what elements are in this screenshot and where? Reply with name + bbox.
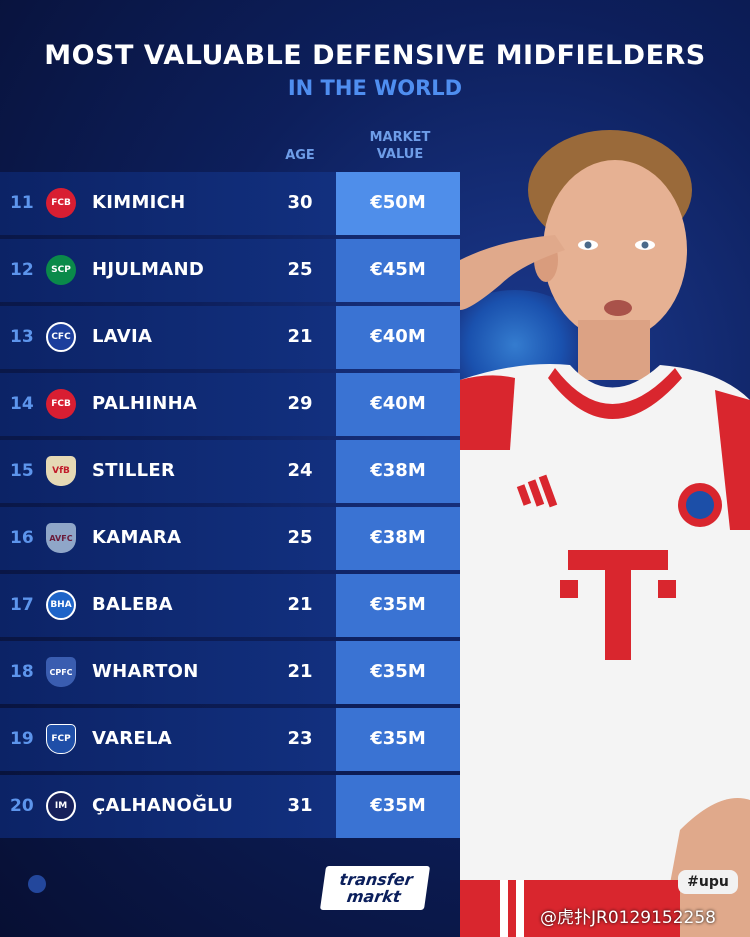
player-name: WHARTON xyxy=(92,661,199,682)
watermark-text: @虎扑JR0129152258 xyxy=(540,908,716,928)
table-row: 17 BHA BALEBA 21 €35M xyxy=(0,574,462,637)
club-badge-icon: CPFC xyxy=(46,657,76,687)
market-value: €40M xyxy=(370,326,426,347)
table-row: 18 CPFC WHARTON 21 €35M xyxy=(0,641,462,704)
player-age: 21 xyxy=(287,594,313,615)
player-name: STILLER xyxy=(92,460,176,481)
page-title: MOST VALUABLE DEFENSIVE MIDFIELDERS xyxy=(44,40,706,71)
table-row: 16 AVFC KAMARA 25 €38M xyxy=(0,507,462,570)
market-value: €38M xyxy=(370,527,426,548)
market-value: €50M xyxy=(370,192,426,213)
club-badge-icon: AVFC xyxy=(46,523,76,553)
player-name: VARELA xyxy=(92,728,172,749)
rank: 15 xyxy=(10,461,34,481)
club-badge-icon: FCB xyxy=(46,389,76,419)
player-name: HJULMAND xyxy=(92,259,205,280)
column-header-market-value-line1: MARKET xyxy=(369,130,431,145)
rank: 17 xyxy=(10,595,34,615)
value-cell-background xyxy=(336,641,460,704)
player-age: 23 xyxy=(287,728,313,749)
player-age: 25 xyxy=(287,259,313,280)
column-header-age: AGE xyxy=(285,148,315,163)
club-badge-icon: CFC xyxy=(46,322,76,352)
page-subtitle: IN THE WORLD xyxy=(287,76,463,100)
rank: 18 xyxy=(10,662,34,682)
player-name: KIMMICH xyxy=(92,192,186,213)
club-badge-icon: FCP xyxy=(46,724,76,754)
value-cell-background xyxy=(336,172,460,235)
market-value: €35M xyxy=(370,728,426,749)
player-name: KAMARA xyxy=(92,527,182,548)
logo-line1: transfer xyxy=(338,870,414,889)
player-age: 21 xyxy=(287,326,313,347)
value-cell-background xyxy=(336,507,460,570)
club-badge-icon: SCP xyxy=(46,255,76,285)
player-age: 25 xyxy=(287,527,313,548)
player-name: BALEBA xyxy=(92,594,173,615)
club-badge-icon: FCB xyxy=(46,188,76,218)
table-row: 14 FCB PALHINHA 29 €40M xyxy=(0,373,462,436)
club-badge-icon: BHA xyxy=(46,590,76,620)
value-cell-background xyxy=(336,775,460,838)
value-cell-background xyxy=(336,239,460,302)
transfermarkt-logo: transfer markt xyxy=(319,866,431,910)
table-row: 19 FCP VARELA 23 €35M xyxy=(0,708,462,771)
column-header-market-value-line2: VALUE xyxy=(376,147,424,162)
club-badge-icon: IM xyxy=(46,791,76,821)
market-value: €35M xyxy=(370,661,426,682)
rank: 11 xyxy=(10,193,34,213)
player-age: 30 xyxy=(287,192,313,213)
player-photo xyxy=(460,130,750,937)
rank: 12 xyxy=(10,260,34,280)
player-age: 24 xyxy=(287,460,313,481)
market-value: €35M xyxy=(370,594,426,615)
rank: 14 xyxy=(10,394,34,414)
rank: 16 xyxy=(10,528,34,548)
logo-line2: markt xyxy=(345,887,402,906)
market-value: €40M xyxy=(370,393,426,414)
value-cell-background xyxy=(336,373,460,436)
player-age: 31 xyxy=(287,795,313,816)
column-header-market-value: MARKET VALUE xyxy=(355,129,445,163)
club-badge-icon: VfB xyxy=(46,456,76,486)
table-row: 20 IM ÇALHANOĞLU 31 €35M xyxy=(0,775,462,838)
player-name: PALHINHA xyxy=(92,393,198,414)
value-cell-background xyxy=(336,306,460,369)
table-row: 11 FCB KIMMICH 30 €50M xyxy=(0,172,462,235)
value-cell-background xyxy=(336,708,460,771)
hupu-logo: #upu xyxy=(678,870,738,894)
table-row: 12 SCP HJULMAND 25 €45M xyxy=(0,239,462,302)
market-value: €35M xyxy=(370,795,426,816)
market-value: €38M xyxy=(370,460,426,481)
value-cell-background xyxy=(336,440,460,503)
player-name: LAVIA xyxy=(92,326,153,347)
decorative-dot xyxy=(28,875,46,893)
player-age: 21 xyxy=(287,661,313,682)
market-value: €45M xyxy=(370,259,426,280)
rank: 13 xyxy=(10,327,34,347)
table-row: 15 VfB STILLER 24 €38M xyxy=(0,440,462,503)
rank: 19 xyxy=(10,729,34,749)
value-cell-background xyxy=(336,574,460,637)
player-age: 29 xyxy=(287,393,313,414)
table-row: 13 CFC LAVIA 21 €40M xyxy=(0,306,462,369)
player-name: ÇALHANOĞLU xyxy=(92,795,234,816)
rank: 20 xyxy=(10,796,34,816)
